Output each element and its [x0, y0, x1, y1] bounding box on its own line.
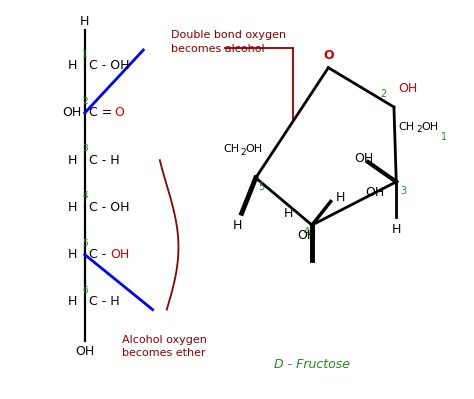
Text: OH: OH	[75, 345, 94, 358]
Text: H: H	[68, 59, 81, 72]
Text: 5: 5	[82, 239, 88, 247]
Text: H: H	[232, 219, 242, 232]
Text: C - H: C - H	[89, 154, 119, 167]
Text: C - OH: C - OH	[89, 59, 129, 72]
Text: OH: OH	[298, 229, 317, 242]
Text: H: H	[68, 154, 81, 167]
Text: H: H	[68, 201, 81, 214]
Text: Alcohol oxygen
becomes ether: Alcohol oxygen becomes ether	[122, 335, 207, 358]
Text: 1: 1	[82, 49, 88, 59]
Text: 1: 1	[441, 132, 447, 142]
Text: O: O	[323, 49, 334, 62]
Text: C =: C =	[89, 107, 116, 119]
Text: H: H	[284, 207, 293, 220]
Text: OH: OH	[62, 107, 81, 119]
Text: H: H	[336, 191, 345, 204]
Text: C -: C -	[89, 248, 110, 261]
Text: C - H: C - H	[89, 295, 119, 308]
Text: 2: 2	[417, 125, 422, 134]
Text: 3: 3	[82, 144, 88, 153]
Text: OH: OH	[246, 144, 263, 154]
Text: C - OH: C - OH	[89, 201, 129, 214]
Text: 4: 4	[303, 227, 310, 237]
Text: 2: 2	[82, 97, 88, 106]
Text: 2: 2	[381, 89, 387, 99]
Text: OH: OH	[110, 248, 130, 261]
Text: 2: 2	[241, 148, 246, 157]
Text: O: O	[114, 107, 124, 119]
Text: H: H	[68, 248, 81, 261]
Text: 3: 3	[400, 186, 406, 196]
Text: D - Fructose: D - Fructose	[274, 358, 350, 371]
Text: CH: CH	[223, 144, 239, 154]
Text: H: H	[80, 15, 90, 28]
Text: 6: 6	[82, 286, 88, 295]
Text: CH: CH	[399, 122, 415, 132]
Text: OH: OH	[365, 186, 384, 199]
Text: 4: 4	[82, 191, 88, 200]
Text: Double bond oxygen
becomes alcohol: Double bond oxygen becomes alcohol	[172, 30, 287, 53]
Text: OH: OH	[399, 82, 418, 95]
Text: 5: 5	[258, 182, 264, 192]
Text: H: H	[392, 223, 401, 236]
Text: OH: OH	[354, 152, 373, 165]
Text: OH: OH	[421, 122, 438, 132]
Text: H: H	[68, 295, 81, 308]
